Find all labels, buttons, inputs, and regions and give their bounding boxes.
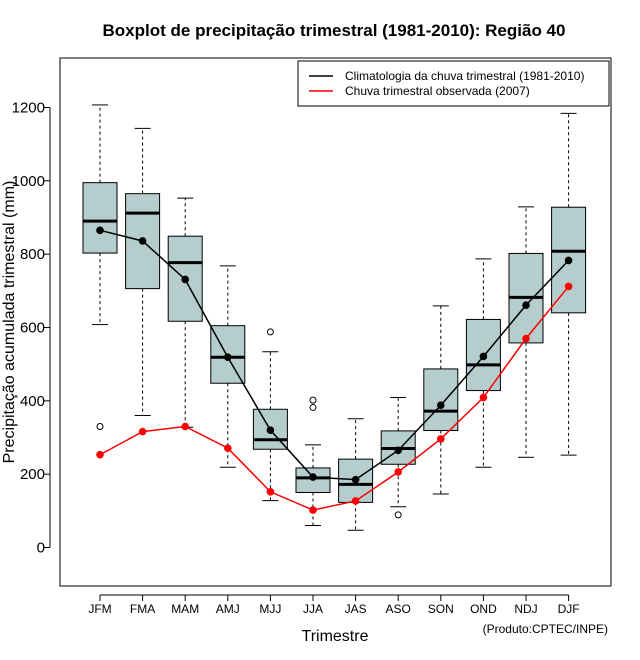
y-tick-label: 1000: [12, 173, 45, 190]
series-point: [351, 497, 360, 505]
legend-box: [297, 60, 610, 107]
series-point: [96, 450, 104, 459]
box-fma: [125, 127, 161, 416]
observed-series: [96, 282, 573, 514]
box-iqr: [82, 182, 118, 254]
box-ndj: [508, 206, 544, 458]
x-tick-label: MJJ: [259, 602, 281, 616]
box-mjj: [252, 328, 288, 502]
x-tick-label: JFM: [88, 602, 111, 616]
series-line: [99, 229, 570, 481]
legend-entry: Chuva trimestral observada (2007): [309, 84, 530, 98]
box-mam: [167, 197, 203, 428]
legend-label: Climatologia da chuva trimestral (1981-2…: [345, 69, 584, 83]
outlier-point: [266, 328, 274, 336]
box-iqr: [167, 235, 203, 322]
series-point: [437, 401, 445, 410]
y-tick-label: 600: [20, 320, 45, 337]
series-point: [181, 275, 189, 284]
chart-title: Boxplot de precipitação trimestral (1981…: [103, 21, 566, 40]
series-point: [479, 393, 488, 402]
boxes: [82, 104, 587, 531]
y-tick-label: 200: [20, 466, 45, 483]
x-tick-label: MAM: [171, 602, 199, 616]
series-point: [394, 468, 403, 476]
box-jja: [295, 396, 331, 526]
climatology-series: [96, 226, 573, 484]
legend-label: Chuva trimestral observada (2007): [345, 84, 530, 98]
series-point: [138, 237, 147, 245]
x-axis-label: Trimestre: [302, 628, 369, 645]
series-point: [351, 475, 360, 484]
outlier-point: [309, 396, 317, 404]
legend-entry: Climatologia da chuva trimestral (1981-2…: [309, 69, 584, 83]
x-tick-label: FMA: [130, 602, 155, 616]
x-tick-label: NDJ: [514, 602, 537, 616]
y-axis: 0 200 400 600 800 1000 1200: [12, 100, 51, 557]
series-point: [437, 435, 445, 443]
x-tick-label: DJF: [558, 602, 580, 616]
series-point: [138, 427, 147, 436]
x-tick-label: SON: [428, 602, 454, 616]
series-point: [564, 282, 573, 291]
series-line: [99, 285, 570, 511]
outlier-point: [309, 403, 317, 411]
series-point: [224, 353, 232, 362]
series-point: [522, 301, 530, 309]
series-point: [309, 506, 317, 514]
credit-text: (Produto:CPTEC/INPE): [483, 622, 608, 636]
box-iqr: [423, 368, 459, 432]
box-jas: [338, 418, 374, 531]
y-tick-label: 800: [20, 246, 45, 263]
x-tick-label: JAS: [345, 602, 367, 616]
y-tick-label: 1200: [12, 100, 45, 117]
box-jfm: [82, 104, 118, 430]
plot-frame: [59, 57, 612, 587]
legend: Climatologia da chuva trimestral (1981-2…: [297, 60, 610, 107]
series-point: [564, 256, 573, 265]
box-amj: [210, 265, 246, 468]
series-point: [309, 473, 317, 481]
series-point: [394, 446, 403, 455]
box-son: [423, 305, 459, 495]
box-ond: [465, 258, 501, 468]
x-axis: JFM FMA MAM AMJ MJJ JJA JAS ASO SON OND NDJ DJF: [88, 594, 580, 616]
series-point: [266, 487, 275, 496]
series-point: [266, 426, 275, 434]
series-point: [96, 226, 104, 235]
outlier-point: [96, 423, 104, 430]
series-point: [522, 334, 530, 343]
x-tick-label: ASO: [386, 602, 411, 616]
series-point: [181, 422, 189, 431]
series-point: [479, 352, 488, 361]
outlier-point: [394, 511, 402, 519]
series-lines: [96, 226, 573, 514]
x-tick-label: AMJ: [216, 602, 240, 616]
x-tick-label: OND: [470, 602, 497, 616]
y-tick-label: 400: [20, 393, 45, 410]
y-tick-label: 0: [37, 540, 45, 557]
y-axis-label: Precipitação acumulada trimestral (mm): [1, 181, 18, 464]
series-point: [224, 444, 232, 452]
x-tick-label: JJA: [303, 602, 323, 616]
